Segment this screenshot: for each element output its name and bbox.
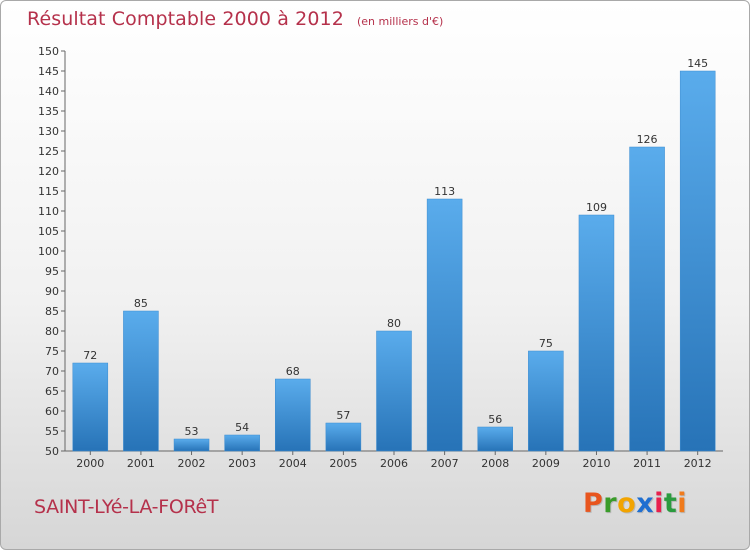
y-tick-label: 125 — [38, 145, 59, 158]
data-label-2001: 85 — [134, 297, 148, 310]
bar-2012 — [679, 70, 716, 452]
x-tick-label-2001: 2001 — [127, 457, 155, 470]
x-tick-label-2005: 2005 — [329, 457, 357, 470]
data-label-2010: 109 — [586, 201, 607, 214]
logo-letter: t — [663, 488, 678, 519]
x-tick-label-2003: 2003 — [228, 457, 256, 470]
bar-2007 — [426, 198, 463, 452]
chart-title-block: Résultat Comptable 2000 à 2012 (en milli… — [27, 8, 443, 30]
y-tick-label: 115 — [38, 185, 59, 198]
bar-2004 — [275, 378, 311, 452]
bar-2006 — [376, 330, 412, 452]
y-tick-label: 80 — [45, 325, 59, 338]
y-tick-label: 95 — [45, 265, 59, 278]
x-tick-label-2010: 2010 — [582, 457, 610, 470]
logo-letter: x — [636, 488, 655, 519]
x-tick-label-2008: 2008 — [481, 457, 509, 470]
bar-2005 — [325, 422, 362, 452]
data-label-2004: 68 — [286, 365, 300, 378]
commune-name: SAINT-LYé-LA-FORêT — [34, 496, 219, 518]
x-tick-label-2012: 2012 — [684, 457, 712, 470]
data-label-2006: 80 — [387, 317, 401, 330]
y-tick-label: 70 — [45, 365, 59, 378]
logo-letter: r — [603, 488, 618, 519]
y-tick-label: 105 — [38, 225, 59, 238]
y-tick-label: 60 — [45, 405, 59, 418]
bar-2003 — [224, 434, 260, 452]
y-tick-label: 75 — [45, 345, 59, 358]
y-tick-label: 135 — [38, 105, 59, 118]
data-label-2008: 56 — [488, 413, 502, 426]
x-tick-label-2002: 2002 — [178, 457, 206, 470]
y-tick-label: 130 — [38, 125, 59, 138]
data-label-2007: 113 — [434, 185, 455, 198]
y-tick-label: 150 — [38, 45, 59, 58]
x-tick-label-2007: 2007 — [431, 457, 459, 470]
data-label-2005: 57 — [336, 409, 350, 422]
bar-2011 — [629, 146, 665, 452]
y-tick-label: 90 — [45, 285, 59, 298]
chart-bars: 72 85 53 54 68 57 80 113 56 75 109 126 145 — [72, 57, 716, 452]
y-tick-label: 85 — [45, 305, 59, 318]
y-tick-label: 140 — [38, 85, 59, 98]
y-tick-label: 65 — [45, 385, 59, 398]
x-tick-label-2004: 2004 — [279, 457, 307, 470]
bar-2000 — [72, 362, 109, 452]
logo-letter: P — [583, 488, 604, 519]
bar-2002 — [173, 438, 210, 452]
y-tick-label: 145 — [38, 65, 59, 78]
data-label-2009: 75 — [539, 337, 553, 350]
logo-letter: i — [654, 488, 664, 519]
x-tick-label-2006: 2006 — [380, 457, 408, 470]
data-label-2000: 72 — [83, 349, 97, 362]
data-label-2002: 53 — [185, 425, 199, 438]
x-tick-label-2000: 2000 — [76, 457, 104, 470]
bar-2009 — [528, 350, 564, 452]
data-label-2011: 126 — [637, 133, 658, 146]
data-label-2003: 54 — [235, 421, 249, 434]
y-tick-label: 50 — [45, 445, 59, 458]
bar-2001 — [123, 310, 159, 452]
proxiti-logo: Proxiti — [583, 488, 687, 519]
bar-2010 — [578, 214, 615, 452]
x-tick-label-2009: 2009 — [532, 457, 560, 470]
bar-2008 — [477, 426, 513, 452]
logo-letter: i — [677, 488, 688, 519]
y-tick-label: 100 — [38, 245, 59, 258]
data-label-2012: 145 — [687, 57, 708, 70]
y-tick-label: 120 — [38, 165, 59, 178]
logo-letter: o — [617, 488, 637, 519]
y-tick-label: 55 — [45, 425, 59, 438]
chart-unit: (en milliers d'€) — [356, 15, 444, 28]
x-tick-label-2011: 2011 — [633, 457, 661, 470]
y-tick-label: 110 — [38, 205, 59, 218]
chart-title: Résultat Comptable 2000 à 2012 — [27, 8, 344, 30]
